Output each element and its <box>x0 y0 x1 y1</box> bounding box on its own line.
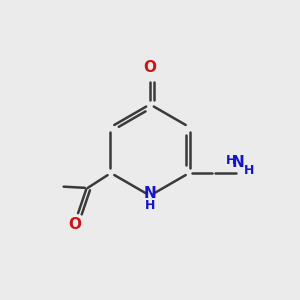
Text: N: N <box>231 155 244 170</box>
Text: O: O <box>68 217 81 232</box>
Text: O: O <box>143 60 157 75</box>
Text: H: H <box>145 200 155 212</box>
Text: N: N <box>144 186 156 201</box>
Text: H: H <box>244 164 254 177</box>
Text: H: H <box>226 154 236 167</box>
